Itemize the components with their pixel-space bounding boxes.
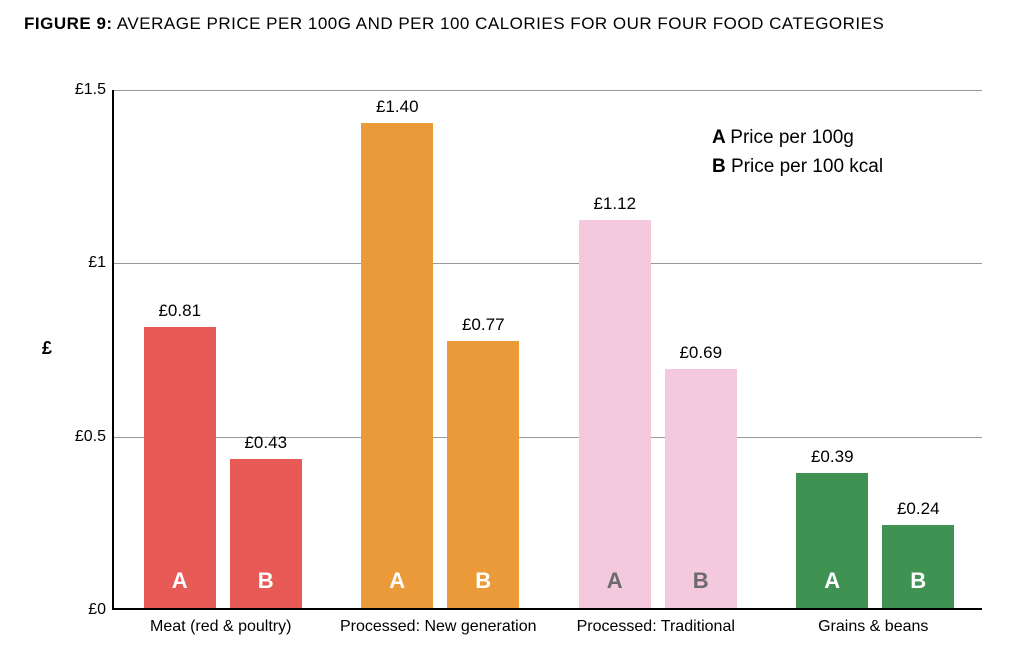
bar-value-label: £0.77 xyxy=(462,315,505,341)
y-tick-label: £0 xyxy=(88,601,114,619)
category-label: Processed: New generation xyxy=(330,618,548,636)
bar: A£0.81 xyxy=(144,327,216,608)
bar: A£0.39 xyxy=(796,473,868,608)
bar-letter: A xyxy=(361,568,433,594)
legend-item: A Price per 100g xyxy=(712,124,883,153)
bar: B£0.77 xyxy=(447,341,519,608)
figure-title-prefix: FIGURE 9: xyxy=(24,14,113,33)
bar-value-label: £1.12 xyxy=(593,194,636,220)
bar-letter: B xyxy=(230,568,302,594)
bar-value-label: £0.24 xyxy=(897,499,940,525)
gridline xyxy=(114,263,982,264)
category-label: Meat (red & poultry) xyxy=(112,618,330,636)
y-tick-label: £1 xyxy=(88,254,114,272)
bar-value-label: £0.39 xyxy=(811,447,854,473)
bar-letter: A xyxy=(579,568,651,594)
y-tick-label: £0.5 xyxy=(75,428,114,446)
bar: B£0.43 xyxy=(230,459,302,608)
bar-letter: B xyxy=(447,568,519,594)
figure-title: FIGURE 9: AVERAGE PRICE PER 100G AND PER… xyxy=(0,0,1024,40)
bar: B£0.24 xyxy=(882,525,954,608)
y-axis-title: £ xyxy=(42,338,52,359)
bar-value-label: £0.69 xyxy=(679,343,722,369)
legend-label: Price per 100g xyxy=(730,127,854,148)
legend-label: Price per 100 kcal xyxy=(731,156,883,177)
figure-title-rest: AVERAGE PRICE PER 100G AND PER 100 CALOR… xyxy=(113,14,885,33)
legend: A Price per 100gB Price per 100 kcal xyxy=(712,124,883,181)
bar-letter: A xyxy=(144,568,216,594)
gridline xyxy=(114,90,982,91)
bar-value-label: £0.81 xyxy=(158,301,201,327)
legend-key: B xyxy=(712,156,731,177)
category-label: Grains & beans xyxy=(765,618,983,636)
bar-value-label: £1.40 xyxy=(376,97,419,123)
y-tick-label: £1.5 xyxy=(75,81,114,99)
bar-letter: B xyxy=(665,568,737,594)
bar-letter: A xyxy=(796,568,868,594)
bar: A£1.12 xyxy=(579,220,651,608)
bar-letter: B xyxy=(882,568,954,594)
bar-value-label: £0.43 xyxy=(244,433,287,459)
legend-item: B Price per 100 kcal xyxy=(712,153,883,182)
legend-key: A xyxy=(712,127,730,148)
bar: A£1.40 xyxy=(361,123,433,608)
bar: B£0.69 xyxy=(665,369,737,608)
chart: £0£0.5£1£1.5A£0.81B£0.43A£1.40B£0.77A£1.… xyxy=(22,40,1002,640)
category-label: Processed: Traditional xyxy=(547,618,765,636)
